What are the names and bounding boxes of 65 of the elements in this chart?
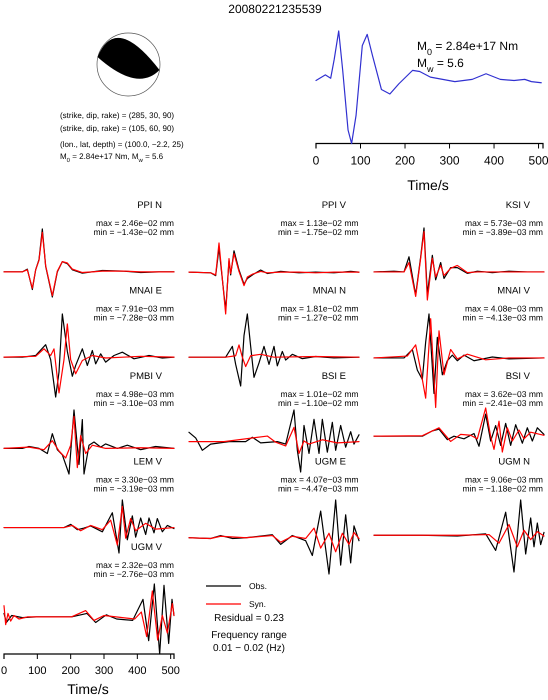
x-tick-label: 500 (528, 154, 548, 168)
text: (strike, dip, rake) = (285, 30, 90) (60, 111, 174, 120)
text: Frequency range (211, 630, 288, 641)
annotation: max = 5.73e−03 mm (465, 218, 543, 228)
text: max = 4.08e−03 mm (465, 304, 543, 314)
chart-title: BSI E (322, 371, 346, 382)
chart-title: BSI V (506, 371, 531, 382)
text: max = 7.91e−03 mm (96, 304, 174, 314)
x-tick-label: 200 (61, 665, 80, 678)
annotation: max = 3.62e−03 mm (465, 389, 543, 399)
x-tick-label: 0 (0, 665, 8, 678)
text: min = −1.18e−02 mm (462, 484, 543, 494)
text: max = 3.30e−03 mm (96, 474, 174, 484)
annotation: max = 1.81e−02 mm (280, 304, 358, 314)
text: min = −1.10e−02 mm (278, 398, 358, 408)
annotation: min = −1.43e−02 mm (93, 227, 174, 237)
x-tick-label: 300 (440, 154, 460, 168)
x-tick-label: 100 (350, 154, 371, 168)
legend-label: Obs. (249, 581, 267, 591)
chart-title: UGM V (130, 542, 163, 553)
x-tick-label: 200 (395, 154, 416, 168)
text: max = 4.07e−03 mm (280, 474, 358, 484)
annotation: min = −7.28e−03 mm (93, 312, 174, 322)
x-tick-label: 500 (161, 665, 180, 678)
text: min = −4.47e−03 mm (278, 484, 358, 494)
chart-title: MNAI N (312, 286, 346, 296)
chart-title: PPI N (137, 200, 162, 211)
annotation: min = −2.41e−03 mm (462, 398, 543, 408)
annotation: M$_{w}$ = 5.6 (417, 56, 464, 74)
text: min = −3.10e−03 mm (93, 398, 174, 408)
text: 0.01 − 0.02 (Hz) (213, 643, 285, 654)
text: max = 2.32e−03 mm (96, 560, 174, 570)
annotation: min = −3.89e−03 mm (462, 227, 543, 237)
chart-title: UGM E (314, 456, 346, 468)
annotation: max = 4.98e−03 mm (96, 389, 174, 399)
chart-title: KSI V (506, 200, 531, 211)
annotation: M$_{0}$ = 2.84e+17 Nm (417, 39, 518, 57)
legend-label: Syn. (249, 599, 266, 609)
text: max = 2.46e−02 mm (96, 218, 174, 228)
chart-title: MNAI E (129, 286, 162, 296)
text: min = −1.75e−02 mm (278, 227, 358, 237)
text: M$_{0}$ = 2.84e+17 Nm, M$_{w}$ = 5.6 (60, 152, 164, 164)
x-axis-title: Time/s (67, 681, 109, 697)
text: (strike, dip, rake) = (105, 60, 90) (60, 124, 174, 133)
x-axis-title: Time/s (407, 177, 449, 193)
annotation: min = −1.27e−02 mm (278, 312, 358, 322)
chart-title: LEM V (133, 456, 163, 468)
text: (lon., lat, depth) = (100.0, −2.2, 25) (60, 140, 184, 149)
text: max = 9.06e−03 mm (465, 474, 543, 484)
text: max = 1.01e−02 mm (280, 389, 358, 399)
x-tick-label: 400 (484, 154, 504, 168)
x-tick-label: 300 (94, 665, 114, 678)
text: max = 1.13e−02 mm (280, 218, 358, 228)
x-tick-label: 0 (312, 154, 320, 168)
chart-title: MNAI V (497, 286, 531, 296)
text: min = −2.76e−03 mm (93, 569, 174, 579)
x-tick-label: 100 (28, 665, 47, 678)
chart-title: PPI V (322, 200, 347, 211)
x-tick-label: 400 (128, 665, 147, 678)
annotation: min = −4.13e−03 mm (462, 312, 543, 322)
text: Residual = 0.23 (214, 613, 284, 624)
text: min = −3.19e−03 mm (93, 484, 174, 494)
chart-title: UGM N (498, 456, 530, 468)
chart-title: PMBI V (130, 371, 163, 382)
text: 20080221235539 (228, 2, 322, 16)
